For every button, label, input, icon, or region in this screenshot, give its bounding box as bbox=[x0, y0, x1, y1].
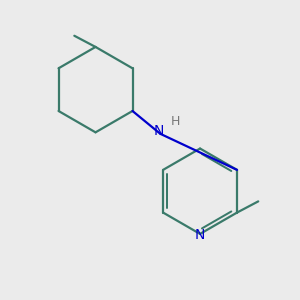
Text: N: N bbox=[154, 124, 164, 138]
Text: H: H bbox=[171, 115, 180, 128]
Text: N: N bbox=[195, 228, 205, 242]
